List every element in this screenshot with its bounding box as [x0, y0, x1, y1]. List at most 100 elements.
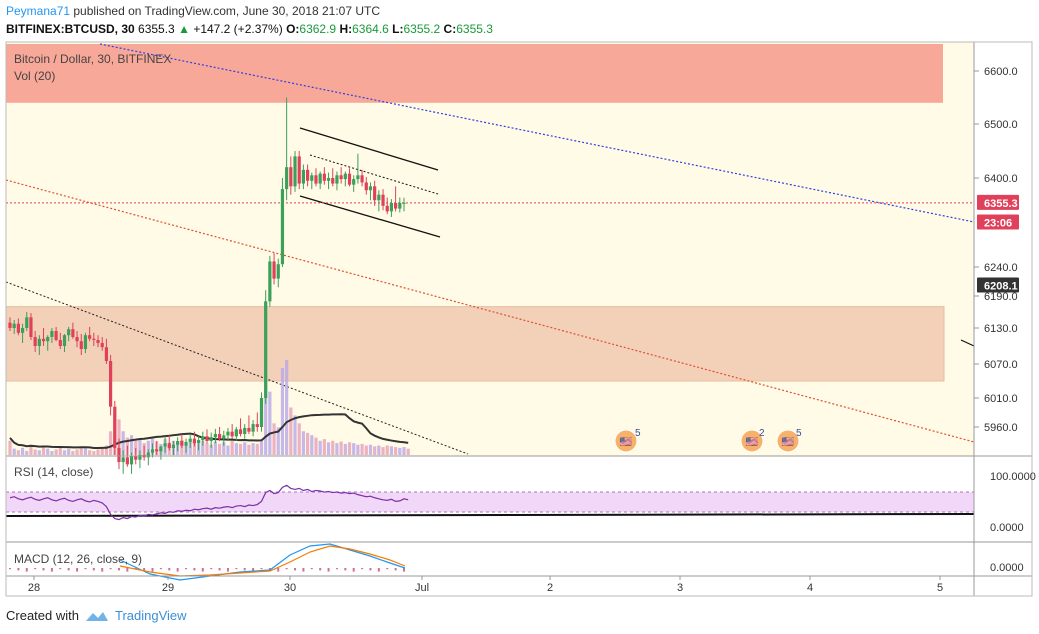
candle[interactable]: [377, 190, 381, 212]
candle[interactable]: [331, 168, 335, 187]
candle[interactable]: [226, 427, 230, 441]
candle[interactable]: [305, 164, 310, 187]
candle[interactable]: [163, 436, 167, 453]
candle[interactable]: [368, 182, 373, 201]
candle[interactable]: [41, 328, 46, 346]
candle[interactable]: [243, 424, 247, 439]
candle[interactable]: [398, 197, 402, 213]
candle[interactable]: [322, 167, 326, 185]
candle[interactable]: [238, 418, 243, 437]
tradingview-link[interactable]: TradingView: [114, 608, 187, 623]
candle[interactable]: [117, 438, 121, 470]
event-flag-2[interactable]: 🇺🇸 2: [740, 428, 765, 453]
candle[interactable]: [394, 186, 398, 212]
candle[interactable]: [188, 434, 192, 448]
red-trendline[interactable]: [5, 179, 975, 443]
candle[interactable]: [310, 172, 314, 190]
blue-trendline[interactable]: [99, 43, 975, 223]
price-axis[interactable]: 6600.0 6500.0 6400.0 6240.0 6190.0 6130.0 6070…: [974, 66, 1018, 434]
candle[interactable]: [289, 156, 293, 195]
candle[interactable]: [381, 189, 385, 211]
candle[interactable]: [197, 436, 201, 451]
candle[interactable]: [297, 151, 301, 190]
candle[interactable]: [176, 437, 180, 452]
candle[interactable]: [213, 428, 217, 444]
candle[interactable]: [155, 441, 159, 455]
candle[interactable]: [50, 328, 54, 343]
candle[interactable]: [230, 424, 234, 439]
candle[interactable]: [402, 197, 406, 212]
candle[interactable]: [280, 178, 285, 267]
candle[interactable]: [62, 334, 67, 352]
candle[interactable]: [201, 431, 205, 446]
candle[interactable]: [314, 168, 318, 187]
candle[interactable]: [96, 335, 100, 348]
candle[interactable]: [171, 441, 176, 455]
candle[interactable]: [326, 172, 331, 190]
candle[interactable]: [29, 313, 33, 340]
candle[interactable]: [146, 449, 150, 466]
time-axis[interactable]: 28 29 30 Jul 2 3 4 5: [28, 576, 943, 594]
candle[interactable]: [259, 392, 264, 432]
candles[interactable]: [8, 97, 406, 474]
candle[interactable]: [343, 171, 347, 187]
candle[interactable]: [180, 434, 184, 448]
candle[interactable]: [113, 400, 117, 455]
candle[interactable]: [67, 326, 71, 342]
candle[interactable]: [222, 430, 226, 446]
candle[interactable]: [285, 97, 289, 201]
channel-top-line[interactable]: [299, 127, 439, 171]
event-flag-3[interactable]: 🇺🇸 5: [776, 428, 802, 453]
candle[interactable]: [205, 429, 209, 444]
candle[interactable]: [79, 334, 83, 355]
candle[interactable]: [339, 167, 343, 184]
candle[interactable]: [268, 255, 272, 307]
candle[interactable]: [234, 427, 238, 441]
candle[interactable]: [108, 355, 113, 416]
candle[interactable]: [75, 331, 79, 348]
candle[interactable]: [100, 337, 104, 351]
candle[interactable]: [264, 290, 268, 404]
candle[interactable]: [71, 322, 75, 339]
candle[interactable]: [335, 171, 339, 191]
candle[interactable]: [255, 412, 259, 432]
candle[interactable]: [33, 331, 37, 352]
candle[interactable]: [12, 320, 16, 334]
candle[interactable]: [364, 176, 368, 195]
author-link[interactable]: Peymana71: [6, 4, 71, 18]
candle[interactable]: [58, 332, 62, 349]
candle[interactable]: [159, 445, 163, 460]
candle[interactable]: [276, 258, 280, 288]
candle[interactable]: [389, 199, 394, 217]
candle[interactable]: [352, 175, 356, 192]
candle[interactable]: [20, 323, 25, 343]
candle[interactable]: [356, 153, 360, 184]
candle[interactable]: [385, 197, 389, 215]
candle[interactable]: [104, 338, 109, 364]
candle[interactable]: [8, 317, 12, 331]
candle[interactable]: [318, 171, 322, 190]
candle[interactable]: [16, 318, 20, 336]
candle[interactable]: [92, 332, 96, 346]
candle[interactable]: [138, 450, 142, 469]
candle[interactable]: [25, 312, 29, 331]
candle[interactable]: [272, 253, 276, 285]
candle[interactable]: [192, 431, 197, 447]
candle[interactable]: [83, 332, 88, 354]
candle[interactable]: [121, 450, 125, 474]
candle[interactable]: [347, 168, 352, 187]
candle[interactable]: [167, 435, 171, 451]
candle[interactable]: [360, 169, 364, 187]
candle[interactable]: [301, 164, 306, 190]
candle[interactable]: [37, 335, 41, 355]
candle[interactable]: [217, 427, 222, 441]
candle[interactable]: [293, 151, 297, 192]
candle[interactable]: [373, 180, 377, 206]
candle[interactable]: [150, 443, 155, 458]
candle[interactable]: [54, 326, 58, 342]
candle[interactable]: [88, 326, 92, 342]
event-flag-1[interactable]: 🇺🇸 5: [614, 428, 641, 453]
candle[interactable]: [46, 335, 50, 351]
candle[interactable]: [209, 432, 213, 448]
